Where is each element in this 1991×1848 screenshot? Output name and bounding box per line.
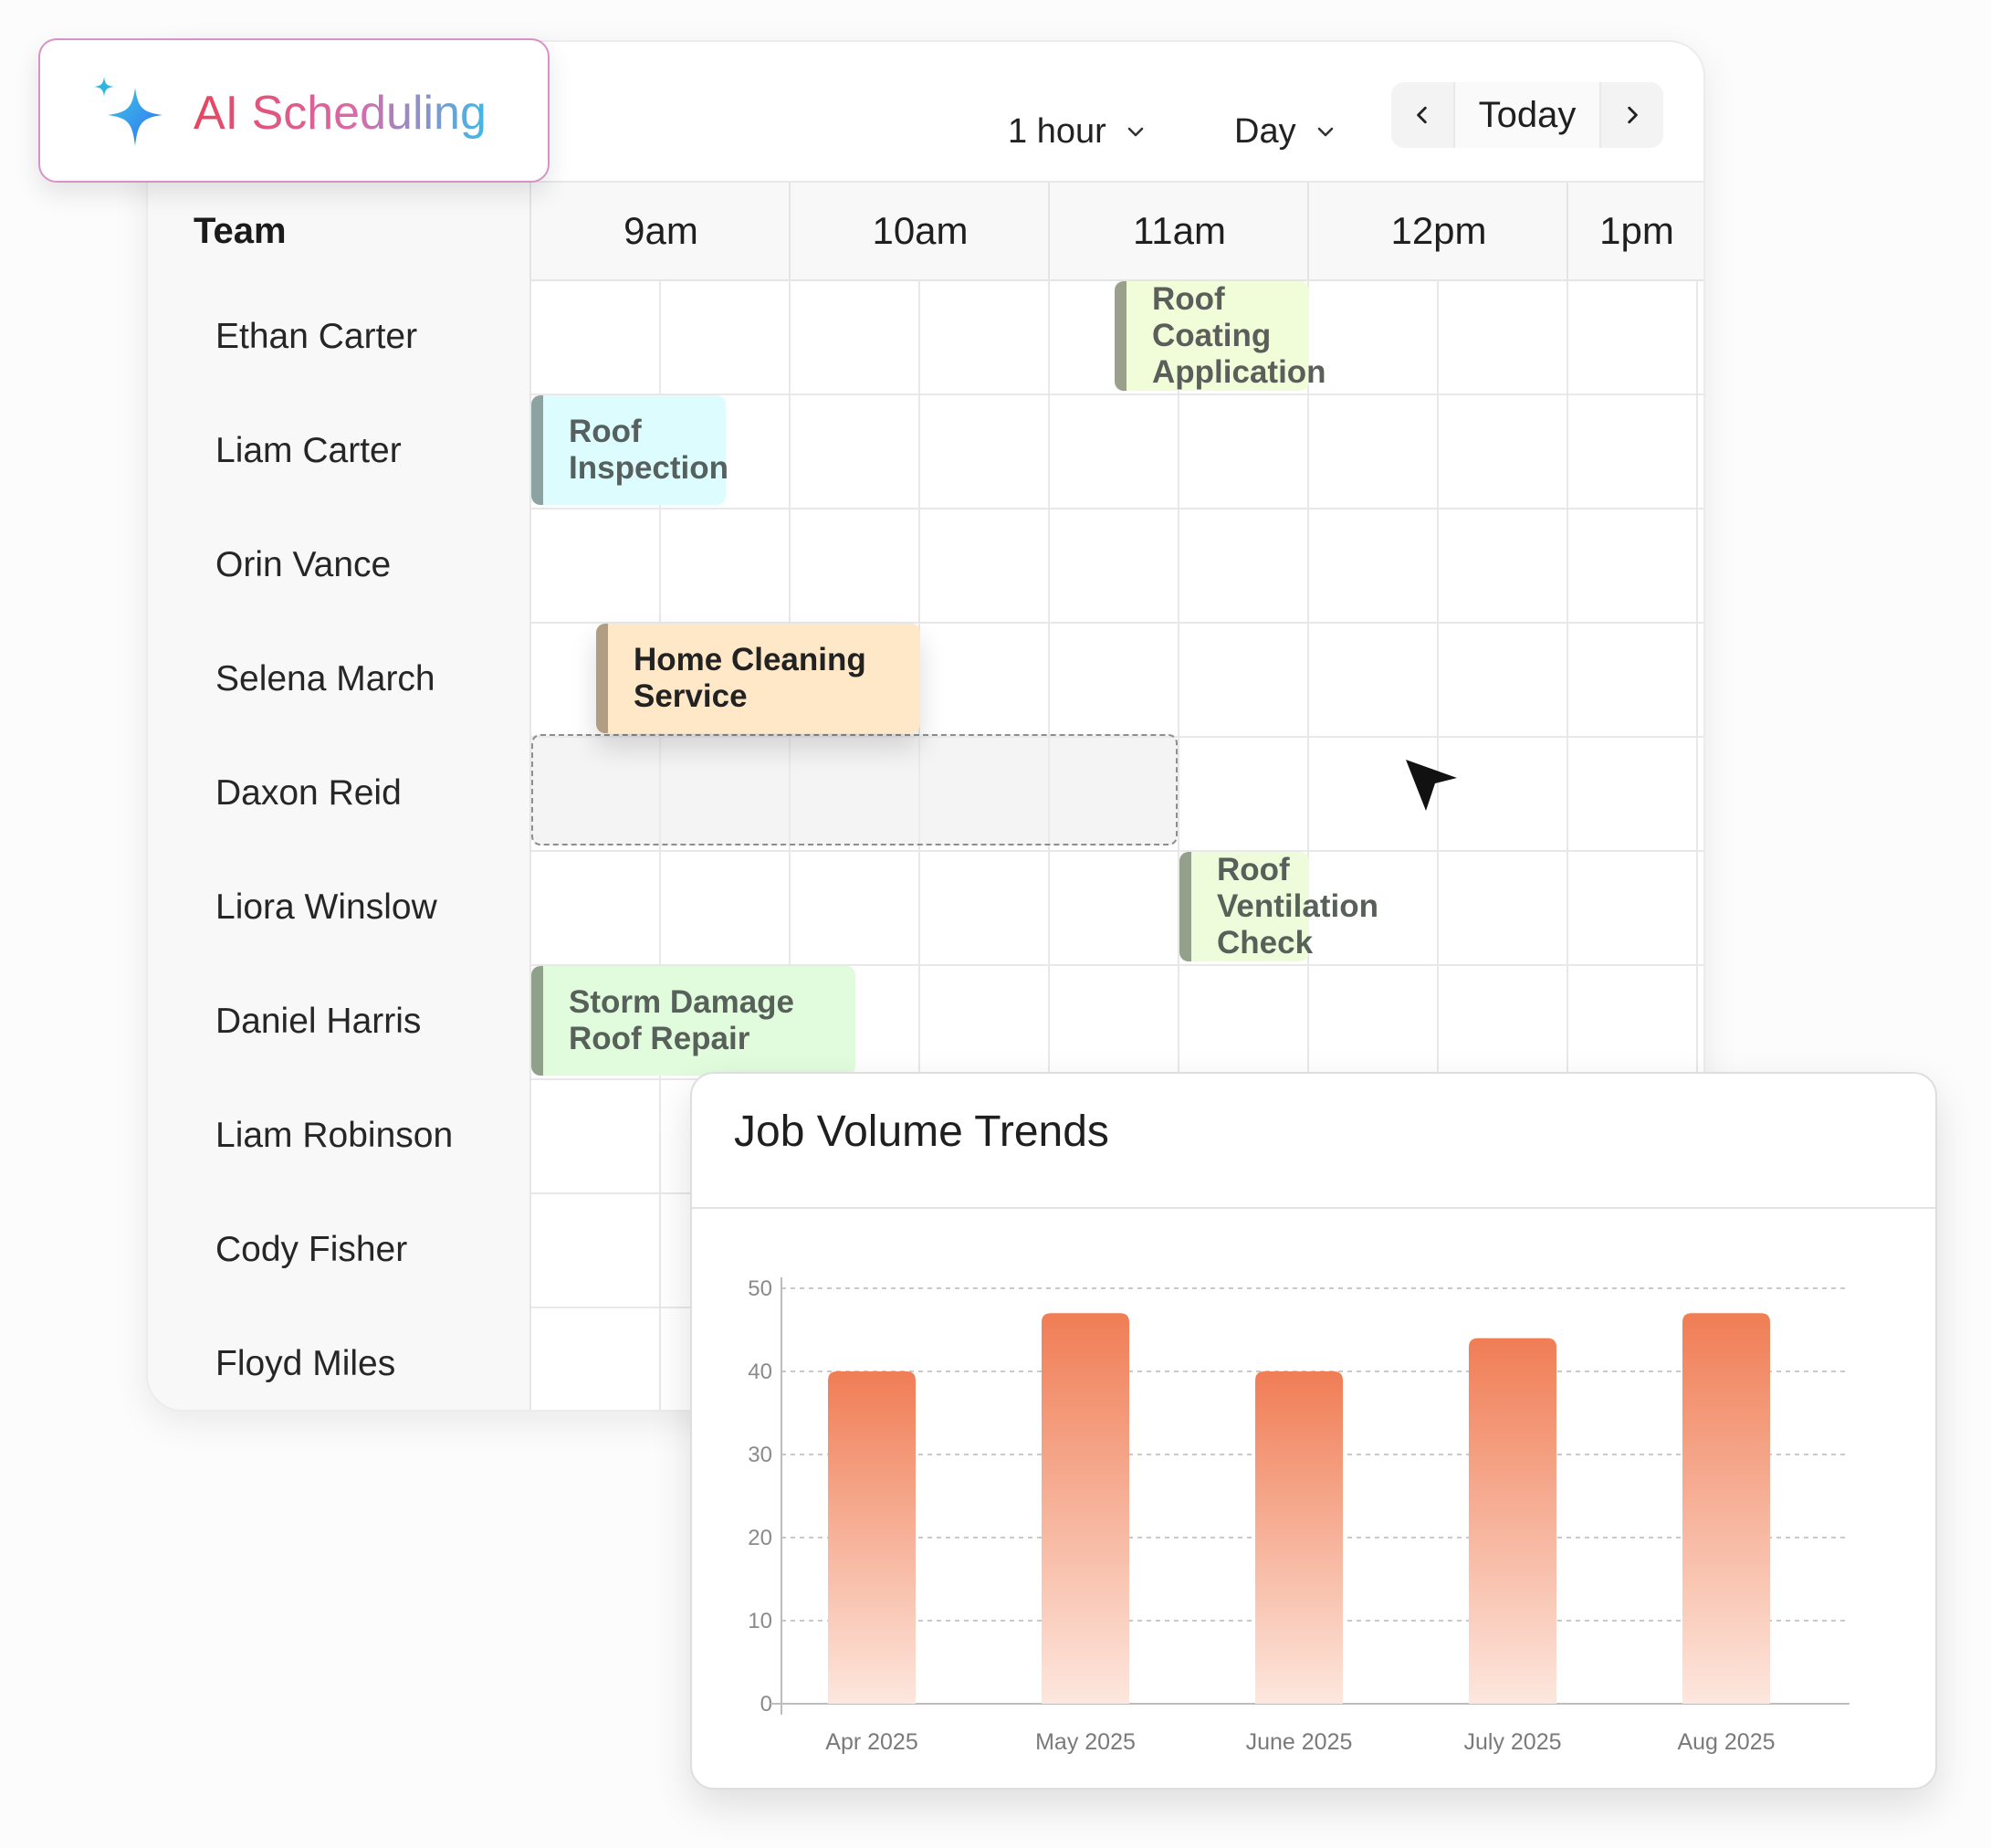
team-column [148,279,531,1410]
grid-row-line [531,394,1703,395]
chevron-right-icon [1628,106,1638,124]
hour-header-1pm: 1pm [1567,183,1703,279]
chevron-down-icon [1127,127,1144,137]
hour-header-9am: 9am [529,183,791,279]
interval-value: 1 hour [1008,111,1106,151]
interval-dropdown[interactable]: 1 hour [1008,95,1145,168]
chevron-down-icon [1317,127,1333,137]
team-member-name[interactable]: Liora Winslow [215,887,437,927]
x-tick-label: Aug 2025 [1677,1729,1775,1755]
previous-day-button[interactable] [1391,82,1453,148]
x-tick-label: July 2025 [1463,1729,1561,1755]
team-column-header: Team [194,210,287,251]
job-volume-bar-chart: 0 10 20 30 40 50 Apr 2025 May 2025 June 2025 July… [748,1276,1850,1755]
scheduler-toolbar: 1 hour Day Today [148,42,1703,181]
y-tick-label: 10 [748,1609,772,1633]
x-tick-label: June 2025 [1246,1729,1353,1755]
team-member-name[interactable]: Liam Carter [215,430,402,470]
ai-scheduling-title: AI Scheduling [194,87,487,140]
y-tick-label: 20 [748,1526,772,1550]
y-tick-label: 30 [748,1443,772,1467]
event-block[interactable]: Storm Damage Roof Repair [531,966,855,1076]
team-member-name[interactable]: Orin Vance [215,544,392,584]
job-volume-chart-card: Job Volume Trends 0 10 20 30 40 50 Apr 2025 May… [690,1072,1937,1790]
bar [828,1371,916,1704]
sparkle-icon [94,77,162,146]
grid-column-line [1567,279,1568,1410]
team-member-name[interactable]: Cody Fisher [215,1229,408,1269]
ai-scheduling-label: AI Scheduling [194,87,487,140]
y-tick-label: 40 [748,1360,772,1384]
grid-header: Team 9am 10am 11am 12pm 1pm [148,181,1703,281]
grid-column-line [1437,279,1439,1410]
chevron-left-icon [1417,106,1427,124]
bar [1042,1313,1129,1704]
event-block[interactable]: Roof Ventilation Check [1179,852,1378,961]
date-navigation: Today [1391,82,1663,148]
team-member-name[interactable]: Selena March [215,658,435,698]
grid-row-line [531,622,1703,624]
team-member-name[interactable]: Liam Robinson [215,1115,454,1155]
event-block[interactable]: Roof Coating Application [1115,281,1326,391]
grid-column-line [1178,279,1179,1410]
today-button[interactable]: Today [1453,82,1601,148]
chart-divider [692,1207,1935,1209]
grid-row-line [531,508,1703,509]
grid-row-line [531,964,1703,966]
grid-column-line [1696,279,1698,1410]
mouse-cursor-icon [1406,760,1457,811]
team-member-name[interactable]: Daniel Harris [215,1001,422,1041]
team-member-name[interactable]: Daxon Reid [215,772,402,813]
event-block[interactable]: Roof Inspection [531,395,728,505]
hour-header-10am: 10am [789,183,1050,279]
team-member-name[interactable]: Ethan Carter [215,316,418,356]
bar [1469,1338,1556,1704]
y-tick-label: 0 [760,1692,772,1717]
team-member-name[interactable]: Floyd Miles [215,1343,396,1383]
grid-row-line [531,850,1703,852]
y-tick-label: 50 [748,1276,772,1301]
view-value: Day [1234,111,1296,151]
x-tick-label: Apr 2025 [825,1729,917,1755]
grid-column-line [1307,279,1309,1410]
x-tick-label: May 2025 [1035,1729,1136,1755]
drop-target-placeholder[interactable] [531,734,1178,845]
bar [1255,1371,1343,1704]
event-block[interactable]: Home Cleaning Service [596,624,920,733]
hour-header-11am: 11am [1048,183,1309,279]
hour-header-12pm: 12pm [1307,183,1568,279]
chart-title: Job Volume Trends [734,1108,1109,1156]
next-day-button[interactable] [1601,82,1663,148]
bar [1682,1313,1770,1704]
ai-scheduling-badge[interactable]: AI Scheduling [38,38,550,183]
view-dropdown[interactable]: Day [1234,95,1335,168]
scheduler-panel: 1 hour Day Today Team 9am 10am 11am 12pm… [146,40,1705,1412]
